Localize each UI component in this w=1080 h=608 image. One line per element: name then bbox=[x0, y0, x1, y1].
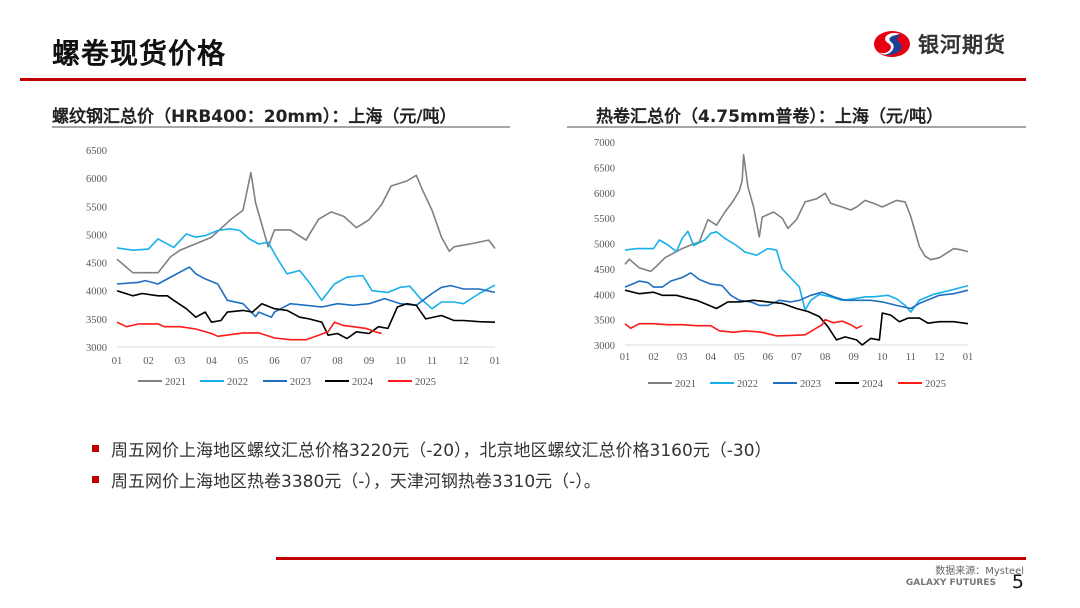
legend-label-2021: 2021 bbox=[165, 377, 186, 388]
x-tick-label: 11 bbox=[906, 352, 916, 363]
bullet-text: 周五网价上海地区热卷3380元（-），天津河钢热卷3310元（-）。 bbox=[111, 472, 601, 492]
series-line-2022 bbox=[624, 230, 969, 313]
series-line-2021 bbox=[624, 153, 969, 273]
y-tick-label: 5000 bbox=[594, 240, 615, 251]
chart-title-rebar: 螺纹钢汇总价（HRB400：20mm）：上海（元/吨） bbox=[52, 107, 457, 127]
x-tick-label: 09 bbox=[364, 356, 375, 367]
y-tick-label: 3000 bbox=[594, 341, 615, 352]
series-line-2024 bbox=[116, 289, 496, 340]
series-line-2024 bbox=[624, 289, 969, 346]
y-tick-label: 5500 bbox=[594, 214, 615, 225]
series-line-2025 bbox=[116, 321, 382, 341]
x-tick-label: 03 bbox=[677, 352, 688, 363]
x-tick-label: 01 bbox=[112, 356, 123, 367]
legend-label-2024: 2024 bbox=[862, 379, 884, 390]
galaxy-logo-icon bbox=[874, 31, 910, 57]
bullet-item: 周五网价上海地区螺纹汇总价格3220元（-20），北京地区螺纹汇总价格3160元… bbox=[92, 436, 772, 461]
x-tick-label: 05 bbox=[734, 352, 745, 363]
series-line-2023 bbox=[116, 266, 496, 318]
logo-text: 银河期货 bbox=[918, 33, 1006, 57]
rebar-price-chart: 3000 3500 4000 4500 5000 5500 6000 6500 01 02 03 04… bbox=[86, 146, 501, 388]
x-tick-label: 06 bbox=[269, 356, 280, 367]
chart-title-hrc: 热卷汇总价（4.75mm普卷）：上海（元/吨） bbox=[596, 107, 944, 127]
x-tick-label: 02 bbox=[143, 356, 154, 367]
x-tick-label: 05 bbox=[238, 356, 249, 367]
x-tick-label: 04 bbox=[706, 352, 717, 363]
footer-divider bbox=[276, 557, 1026, 560]
y-tick-label: 3000 bbox=[86, 343, 107, 354]
y-tick-label: 5000 bbox=[86, 230, 107, 241]
y-tick-label: 4000 bbox=[86, 287, 107, 298]
legend-label-2023: 2023 bbox=[290, 377, 311, 388]
x-tick-label: 01 bbox=[620, 352, 631, 363]
bullet-item: 周五网价上海地区热卷3380元（-），天津河钢热卷3310元（-）。 bbox=[92, 467, 601, 492]
x-tick-label: 10 bbox=[395, 356, 406, 367]
legend-label-2025: 2025 bbox=[415, 377, 436, 388]
page-number: 5 bbox=[1011, 571, 1024, 593]
bullet-text: 周五网价上海地区螺纹汇总价格3220元（-20），北京地区螺纹汇总价格3160元… bbox=[111, 441, 772, 461]
x-tick-label: 04 bbox=[206, 356, 217, 367]
x-tick-label: 03 bbox=[175, 356, 186, 367]
x-tick-label: 02 bbox=[648, 352, 659, 363]
x-tick-label: 11 bbox=[427, 356, 437, 367]
y-tick-label: 4000 bbox=[594, 290, 615, 301]
y-tick-label: 4500 bbox=[594, 265, 615, 276]
y-tick-label: 6500 bbox=[594, 163, 615, 174]
x-tick-label: 08 bbox=[332, 356, 343, 367]
legend-label-2022: 2022 bbox=[737, 379, 758, 390]
legend-label-2021: 2021 bbox=[675, 379, 696, 390]
data-source: 数据来源：Mysteel bbox=[935, 566, 1024, 577]
header-divider bbox=[20, 78, 1026, 81]
footer-brand: GALAXY FUTURES bbox=[905, 578, 996, 588]
series-line-2022 bbox=[116, 228, 496, 310]
y-tick-label: 6000 bbox=[86, 174, 107, 185]
y-tick-label: 3500 bbox=[86, 315, 107, 326]
series-line-2021 bbox=[116, 171, 496, 274]
bullet-marker bbox=[92, 476, 99, 483]
y-tick-label: 4500 bbox=[86, 259, 107, 270]
company-logo: 银河期货 bbox=[872, 28, 1006, 60]
x-tick-label: 12 bbox=[934, 352, 945, 363]
x-tick-label: 07 bbox=[791, 352, 802, 363]
chart-title-underline bbox=[52, 126, 510, 128]
y-tick-label: 6000 bbox=[594, 189, 615, 200]
y-tick-label: 3500 bbox=[594, 316, 615, 327]
bullet-marker bbox=[92, 445, 99, 452]
y-tick-label: 5500 bbox=[86, 202, 107, 213]
x-tick-label: 12 bbox=[458, 356, 469, 367]
legend-label-2025: 2025 bbox=[925, 379, 946, 390]
series-line-2025 bbox=[624, 318, 863, 337]
hrc-price-chart: 3000 3500 4000 4500 5000 5500 6000 6500 7000 01 02… bbox=[594, 138, 974, 390]
x-tick-label: 01 bbox=[490, 356, 501, 367]
x-tick-label: 09 bbox=[848, 352, 859, 363]
y-tick-label: 6500 bbox=[86, 146, 107, 157]
x-tick-label: 06 bbox=[763, 352, 774, 363]
x-tick-label: 07 bbox=[301, 356, 312, 367]
legend-label-2023: 2023 bbox=[800, 379, 821, 390]
legend-label-2024: 2024 bbox=[352, 377, 374, 388]
x-tick-label: 10 bbox=[877, 352, 888, 363]
legend-label-2022: 2022 bbox=[227, 377, 248, 388]
x-tick-label: 01 bbox=[963, 352, 974, 363]
x-tick-label: 08 bbox=[820, 352, 831, 363]
y-tick-label: 7000 bbox=[594, 138, 615, 149]
chart-title-underline bbox=[567, 126, 1026, 128]
series-line-2023 bbox=[624, 272, 969, 310]
page-title: 螺卷现货价格 bbox=[52, 37, 227, 70]
